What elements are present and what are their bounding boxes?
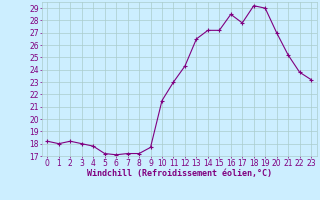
X-axis label: Windchill (Refroidissement éolien,°C): Windchill (Refroidissement éolien,°C) [87, 169, 272, 178]
